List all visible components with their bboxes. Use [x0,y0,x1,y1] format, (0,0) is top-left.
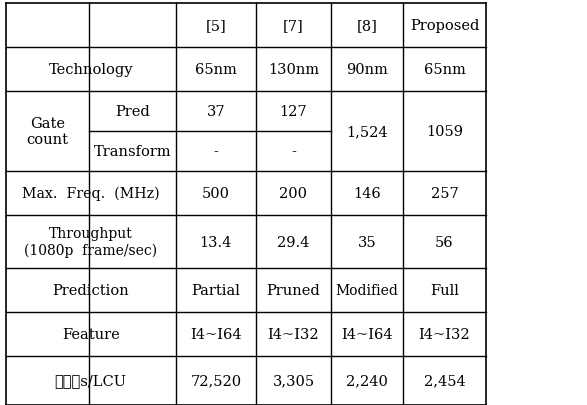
Text: Modified: Modified [335,284,399,297]
Text: Partial: Partial [191,284,240,297]
Text: 37: 37 [207,105,225,119]
Text: I4~I32: I4~I32 [268,328,319,341]
Text: Technology: Technology [49,63,133,77]
Text: Transform: Transform [93,145,171,159]
Text: 1,524: 1,524 [346,125,387,139]
Text: Prediction: Prediction [52,284,129,297]
Text: I4~I32: I4~I32 [419,328,470,341]
Text: Proposed: Proposed [410,19,479,33]
Text: -: - [214,145,218,159]
Text: 500: 500 [202,187,230,200]
Text: Gate
count: Gate count [26,117,69,147]
Text: 29.4: 29.4 [277,235,310,249]
Text: 사이클s/LCU: 사이클s/LCU [55,374,127,388]
Text: 2,454: 2,454 [424,374,465,388]
Text: [8]: [8] [356,19,377,33]
Text: 200: 200 [279,187,308,200]
Text: [7]: [7] [283,19,304,33]
Text: I4~I64: I4~I64 [190,328,242,341]
Text: 146: 146 [353,187,381,200]
Text: 65nm: 65nm [195,63,237,77]
Text: 13.4: 13.4 [200,235,232,249]
Text: 65nm: 65nm [424,63,465,77]
Text: 127: 127 [279,105,308,119]
Text: Max.  Freq.  (MHz): Max. Freq. (MHz) [22,186,160,201]
Text: 72,520: 72,520 [190,374,241,388]
Text: 90nm: 90nm [346,63,388,77]
Text: -: - [291,145,296,159]
Text: Full: Full [430,284,459,297]
Text: 3,305: 3,305 [272,374,315,388]
Text: [5]: [5] [205,19,226,33]
Text: 2,240: 2,240 [346,374,388,388]
Text: 130nm: 130nm [268,63,319,77]
Text: 257: 257 [431,187,458,200]
Text: Pred: Pred [115,105,150,119]
Text: Feature: Feature [62,328,120,341]
Text: I4~I64: I4~I64 [341,328,393,341]
Text: 1059: 1059 [426,125,463,139]
Text: Pruned: Pruned [266,284,321,297]
Text: 56: 56 [435,235,454,249]
Text: Throughput
(1080p  frame/sec): Throughput (1080p frame/sec) [24,227,157,257]
Text: 35: 35 [357,235,376,249]
